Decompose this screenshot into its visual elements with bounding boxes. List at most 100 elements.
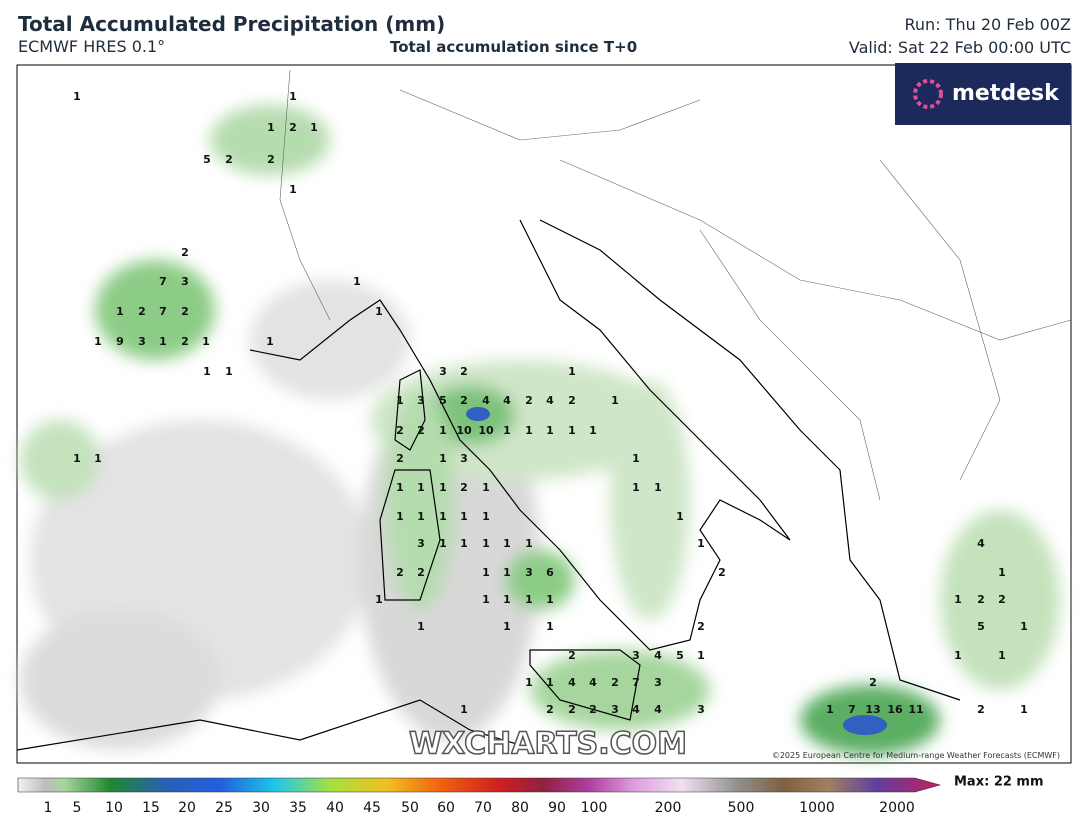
colorbar-tick-label: 15 xyxy=(142,800,160,816)
map-value-label: 11 xyxy=(908,703,923,716)
map-value-label: 1 xyxy=(525,537,533,550)
map-value-label: 2 xyxy=(525,394,533,407)
map-value-label: 4 xyxy=(632,703,640,716)
map-value-label: 1 xyxy=(460,703,468,716)
logo-icon xyxy=(913,79,943,109)
map-value-label: 2 xyxy=(718,566,726,579)
map-value-label: 1 xyxy=(439,481,447,494)
map-value-label: 1 xyxy=(396,481,404,494)
map-value-label: 2 xyxy=(181,246,189,259)
map-value-label: 5 xyxy=(439,394,447,407)
map-value-label: 1 xyxy=(375,305,383,318)
borders xyxy=(279,69,1072,501)
run-time: Run: Thu 20 Feb 00Z xyxy=(904,15,1071,34)
map-value-label: 1 xyxy=(225,365,233,378)
map-value-label: 3 xyxy=(138,335,146,348)
map-value-label: 1 xyxy=(632,481,640,494)
map-value-label: 2 xyxy=(589,703,597,716)
map-value-label: 3 xyxy=(460,452,468,465)
map-value-label: 1 xyxy=(460,537,468,550)
map-value-label: 1 xyxy=(525,424,533,437)
map-value-label: 2 xyxy=(977,703,985,716)
map-value-label: 1 xyxy=(353,275,361,288)
colorbar-tick-label: 1000 xyxy=(799,800,835,816)
map-value-label: 2 xyxy=(225,153,233,166)
colorbar-tick-label: 50 xyxy=(401,800,419,816)
map-value-label: 2 xyxy=(289,121,297,134)
map-value-label: 2 xyxy=(869,676,877,689)
subtitle: Total accumulation since T+0 xyxy=(390,38,638,56)
map-value-label: 1 xyxy=(266,335,274,348)
map-value-label: 1 xyxy=(525,676,533,689)
map-value-label: 2 xyxy=(460,365,468,378)
map-value-label: 1 xyxy=(439,510,447,523)
colorbar-tick-label: 70 xyxy=(474,800,492,816)
map-value-label: 1 xyxy=(73,90,81,103)
map-value-label: 1 xyxy=(439,424,447,437)
map-value-label: 2 xyxy=(181,305,189,318)
map-value-label: 1 xyxy=(589,424,597,437)
map-value-label: 2 xyxy=(396,452,404,465)
map-value-label: 4 xyxy=(503,394,511,407)
map-value-label: 1 xyxy=(417,481,425,494)
colorbar-tick-label: 80 xyxy=(511,800,529,816)
map-value-label: 4 xyxy=(654,703,662,716)
precip-core xyxy=(466,407,490,421)
map-value-label: 1 xyxy=(611,394,619,407)
coastlines xyxy=(16,219,961,751)
map-value-label: 1 xyxy=(310,121,318,134)
map-value-label: 2 xyxy=(417,566,425,579)
map-value-label: 2 xyxy=(546,703,554,716)
precip-core xyxy=(843,715,887,735)
map-value-label: 2 xyxy=(568,703,576,716)
map-value-label: 4 xyxy=(589,676,597,689)
map-value-label: 1 xyxy=(482,481,490,494)
map-value-label: 4 xyxy=(977,537,985,550)
colorbar-tick-label: 35 xyxy=(289,800,307,816)
map-value-label: 1 xyxy=(482,593,490,606)
map-value-label: 1 xyxy=(1020,620,1028,633)
map-value-label: 5 xyxy=(203,153,211,166)
colorbar-tick-label: 2000 xyxy=(879,800,915,816)
map-value-label: 2 xyxy=(396,424,404,437)
map-value-label: 1 xyxy=(375,593,383,606)
map-value-label: 1 xyxy=(439,452,447,465)
valid-time: Valid: Sat 22 Feb 00:00 UTC xyxy=(848,38,1071,57)
map-value-label: 1 xyxy=(482,510,490,523)
map-value-label: 1 xyxy=(632,452,640,465)
map-value-label: 3 xyxy=(654,676,662,689)
map-value-label: 1 xyxy=(998,649,1006,662)
map-value-label: 16 xyxy=(887,703,903,716)
model: ECMWF HRES 0.1° xyxy=(18,37,166,56)
colorbar-tick-label: 40 xyxy=(326,800,344,816)
map-value-label: 1 xyxy=(503,593,511,606)
map-value-label: 3 xyxy=(417,394,425,407)
map-value-label: 1 xyxy=(202,335,210,348)
map-value-label: 1 xyxy=(654,481,662,494)
map-value-label: 1 xyxy=(159,335,167,348)
map-value-label: 1 xyxy=(482,537,490,550)
map-value-label: 7 xyxy=(632,676,640,689)
map-value-label: 1 xyxy=(546,676,554,689)
precip-shading xyxy=(20,105,1060,755)
map-value-label: 1 xyxy=(503,620,511,633)
map-value-label: 1 xyxy=(503,537,511,550)
map-value-label: 1 xyxy=(267,121,275,134)
map-value-label: 2 xyxy=(138,305,146,318)
map-value-label: 1 xyxy=(503,566,511,579)
max-label: Max: 22 mm xyxy=(954,775,1044,790)
map-value-label: 2 xyxy=(181,335,189,348)
map-value-label: 1 xyxy=(568,424,576,437)
map-value-label: 1 xyxy=(826,703,834,716)
colorbar-tick-label: 100 xyxy=(581,800,608,816)
map-value-label: 1 xyxy=(417,620,425,633)
map-value-label: 1 xyxy=(439,537,447,550)
logo: metdesk xyxy=(952,81,1060,106)
map-value-label: 10 xyxy=(456,424,472,437)
map-value-label: 1 xyxy=(676,510,684,523)
map-value-label: 1 xyxy=(482,566,490,579)
map-value-label: 1 xyxy=(94,452,102,465)
map-value-label: 1 xyxy=(94,335,102,348)
map-value-label: 1 xyxy=(116,305,124,318)
